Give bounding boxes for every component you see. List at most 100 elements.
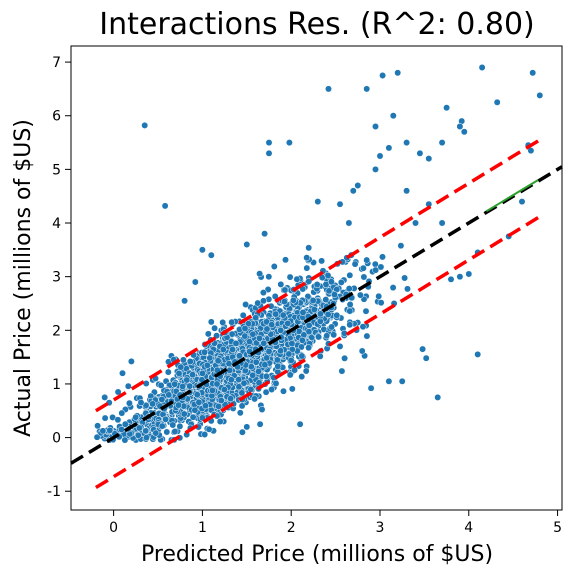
scatter-point [141,121,149,129]
scatter-point [161,202,169,210]
scatter-point [403,139,411,147]
scatter-point [243,423,251,431]
scatter-point [169,421,177,429]
scatter-point [262,388,270,396]
scatter-point [310,306,318,313]
scatter-point [286,371,294,379]
scatter-point [422,354,430,362]
scatter-point [201,431,209,438]
scatter-point [227,395,235,403]
scatter-point [286,273,294,281]
scatter-point [362,307,370,315]
scatter-point [124,382,132,390]
scatter-point [228,318,236,326]
scatter-point [236,352,243,360]
scatter-point [93,433,101,441]
scatter-point [101,393,109,401]
scatter-point [249,330,257,338]
scatter-point [201,348,209,356]
scatter-point [241,325,249,332]
line-lower-band [94,215,541,489]
scatter-point [372,266,380,274]
scatter-point [367,384,375,392]
line-upper-band [94,138,541,413]
scatter-point [346,271,354,279]
scatter-point [236,409,244,417]
scatter-point [298,352,306,360]
scatter-point [303,254,311,262]
scatter-point [180,410,188,418]
scatter-point [213,380,221,388]
scatter-point [252,314,260,322]
scatter-point [404,285,411,293]
scatter-point [527,147,535,155]
scatter-point [251,395,259,403]
chart-title: Interactions Res. (R^2: 0.80) [99,7,535,42]
scatter-point [351,260,359,268]
scatter-point [199,369,206,377]
scatter-point [191,406,199,414]
scatter-point [285,139,293,147]
scatter-point [118,409,126,417]
scatter-point [333,311,341,319]
scatter-point [443,104,451,112]
scatter-point [299,308,307,316]
scatter-point [181,297,189,305]
scatter-point [256,270,264,278]
scatter-point [363,256,371,264]
scatter-point [277,280,285,288]
scatter-point [175,369,183,377]
scatter-point [176,422,184,430]
scatter-point [376,152,384,160]
scatter-point [354,182,362,189]
scatter-point [536,91,544,99]
scatter-point [193,391,201,399]
scatter-point [412,219,419,227]
scatter-point [142,427,150,435]
scatter-point [249,371,257,379]
x-axis-ticks: 0 1 2 3 4 5 [109,510,562,536]
x-tick-label: 4 [464,520,473,536]
scatter-point [119,369,126,377]
scatter-point [385,144,393,152]
scatter-point [465,270,473,278]
scatter-point [349,187,357,195]
y-tick-label: 2 [52,323,61,339]
scatter-point [228,330,236,338]
scatter-point [186,358,194,365]
scatter-point [255,334,263,342]
scatter-point [258,406,266,413]
scatter-point [456,123,464,130]
scatter-point [346,321,354,329]
scatter-point [247,385,255,393]
scatter-point [277,326,285,334]
scatter-point [134,431,142,439]
scatter-point [238,389,246,397]
scatter-point [313,281,321,288]
scatter-point [207,251,215,259]
scatter-point [341,354,349,362]
scatter-point [394,69,402,77]
scatter-point [447,275,455,283]
scatter-point [189,413,197,421]
scatter-point [316,352,324,360]
scatter-point [305,321,313,329]
scatter-point [252,358,260,366]
scatter-point [303,264,311,272]
scatter-point [336,342,344,350]
scatter-point [346,307,354,315]
y-tick-label: -1 [47,484,61,500]
scatter-point [389,112,397,120]
y-tick-label: 1 [52,377,61,393]
scatter-point [261,361,269,369]
scatter-point [401,274,409,282]
scatter-point [207,318,215,326]
scatter-point [377,299,385,307]
scatter-point [280,387,287,395]
scatter-point [518,198,526,206]
scatter-point [345,219,353,227]
scatter-point [360,273,368,281]
scatter-point [191,278,199,286]
scatter-point [288,385,296,393]
scatter-point [226,366,234,374]
